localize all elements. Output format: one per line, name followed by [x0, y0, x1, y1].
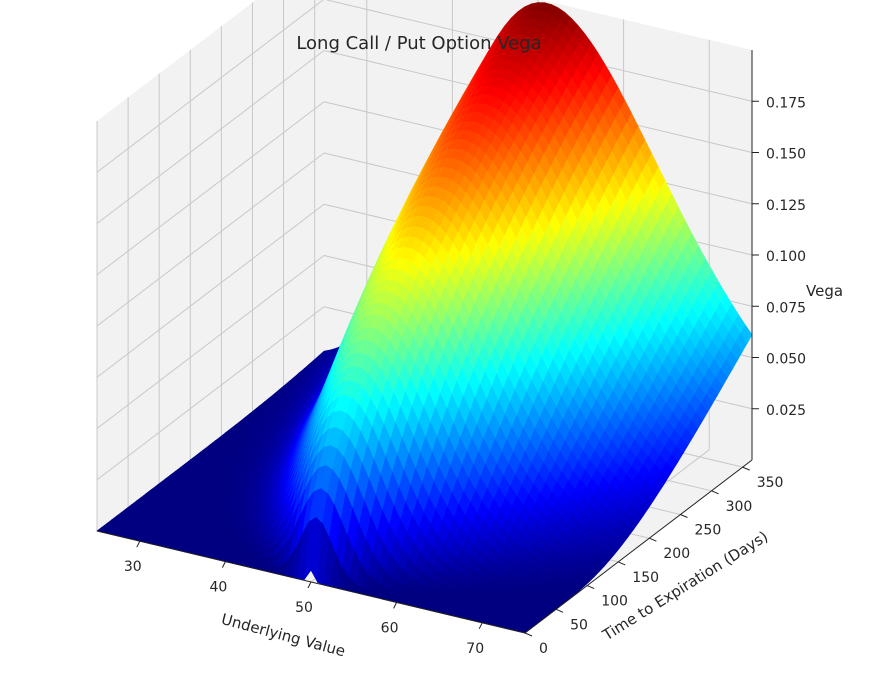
- z-tick-label: 0.150: [766, 147, 806, 163]
- y-tick-label: 50: [570, 617, 588, 633]
- y-tick-mark: [618, 561, 626, 566]
- x-axis-label: Underlying Value: [219, 610, 347, 660]
- x-tick-mark: [307, 581, 312, 589]
- grid-line-z-left: [96, 255, 325, 429]
- y-tick-label: 100: [601, 594, 628, 610]
- y-tick-mark: [742, 466, 750, 471]
- vega-surface: [96, 2, 753, 634]
- x-tick-label: 30: [124, 559, 142, 575]
- grid-line-z-left: [96, 306, 325, 481]
- x-tick-mark: [393, 602, 398, 609]
- grid-line-z-left: [96, 0, 324, 173]
- z-tick-label: 0.175: [766, 95, 806, 111]
- x-tick-label: 70: [466, 641, 484, 657]
- x-tick-label: 40: [209, 580, 227, 596]
- grid-line-z-left: [96, 50, 325, 224]
- z-tick-label: 0.025: [766, 403, 806, 419]
- y-tick-label: 350: [757, 475, 784, 491]
- axis-lines: [96, 50, 759, 637]
- y-tick-mark: [680, 514, 688, 518]
- z-tick-label: 0.125: [766, 198, 806, 214]
- grid-line-z-left: [96, 101, 325, 276]
- grid-line-z-left: [96, 152, 325, 327]
- y-tick-mark: [649, 537, 657, 542]
- y-tick-label: 200: [663, 546, 690, 562]
- z-axis-label: Vega: [806, 282, 843, 300]
- x-tick-mark: [136, 540, 141, 548]
- x-tick-mark: [478, 622, 483, 630]
- y-tick-label: 250: [695, 523, 722, 539]
- x-tick-label: 60: [381, 620, 399, 636]
- y-tick-label: 0: [539, 641, 548, 657]
- z-tick-label: 0.100: [766, 249, 806, 265]
- y-tick-label: 300: [726, 499, 753, 515]
- left-pane: [97, 0, 324, 531]
- y-tick-mark: [555, 608, 564, 613]
- grid-line-z-left: [96, 203, 325, 378]
- y-tick-label: 150: [632, 570, 659, 586]
- x-tick-label: 50: [295, 600, 313, 616]
- y-axis-line: [524, 459, 753, 634]
- z-tick-label: 0.050: [766, 352, 806, 368]
- chart-title: Long Call / Put Option Vega: [296, 33, 541, 54]
- z-tick-label: 0.075: [766, 300, 806, 316]
- y-tick-mark: [711, 490, 719, 495]
- y-tick-mark: [524, 632, 533, 637]
- x-tick-mark: [221, 561, 226, 568]
- y-tick-mark: [586, 585, 595, 590]
